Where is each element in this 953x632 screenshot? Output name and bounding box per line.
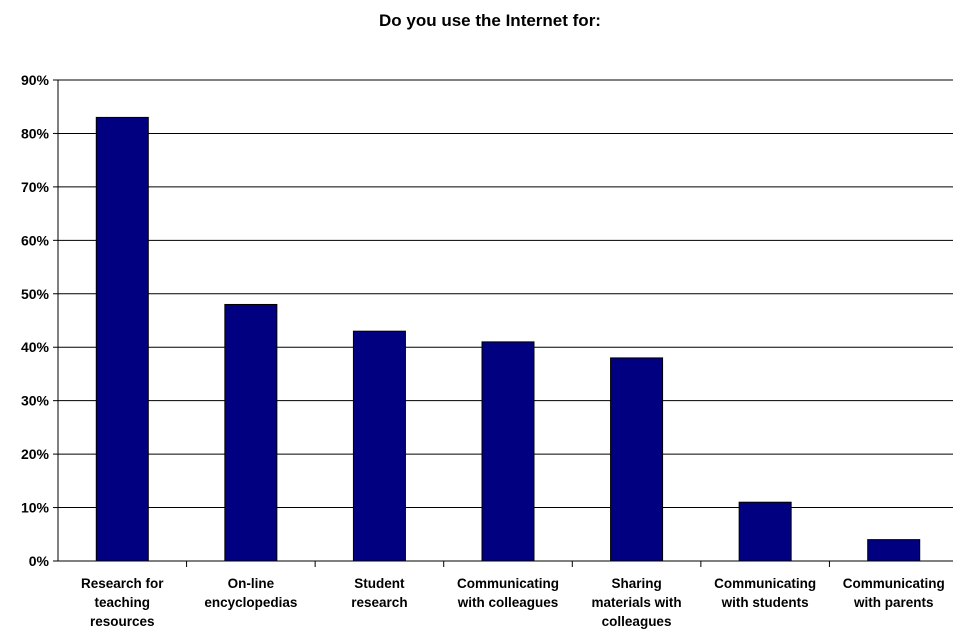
y-tick-label: 30% [21,393,50,409]
x-tick-label-line: resources [90,614,155,629]
y-tick-labels: 0% 10% 20% 30% 40% 50% 60% 70% 80% 90% [21,72,50,569]
x-tick-label-line: Communicating [714,576,816,591]
x-tick-label: Student research [351,576,407,610]
x-tick-label-line: On-line [228,576,275,591]
chart-title: Do you use the Internet for: [379,11,601,30]
x-tick-label-line: research [351,595,407,610]
bar [352,330,406,562]
y-tick-label: 70% [21,179,50,195]
y-tick-label: 50% [21,286,50,302]
bar [481,341,535,562]
bar [738,501,792,562]
y-tick-label: 20% [21,446,50,462]
x-tick-label: Communicating with colleagues [457,576,559,610]
x-tick-label-line: Sharing [611,576,661,591]
x-tick-label: Research for teaching resources [81,576,164,629]
x-tick-label: Sharing materials with colleagues [592,576,682,629]
gridlines [58,79,953,509]
y-tick-label: 80% [21,125,50,141]
x-tick-label-line: encyclopedias [204,595,297,610]
bar [95,116,149,562]
bar [610,357,664,562]
y-tick-label: 40% [21,339,50,355]
x-tick-label-line: Communicating [457,576,559,591]
x-tick-label-line: Research for [81,576,164,591]
x-tick-label-line: teaching [95,595,151,610]
x-tick-label-line: with parents [853,595,934,610]
bar [867,539,921,562]
x-tick-labels: Research for teaching resources On-line ency… [81,576,945,629]
y-tick-label: 10% [21,500,50,516]
x-tick-label-line: materials with [592,595,682,610]
x-tick-label-line: with students [721,595,809,610]
axes [53,79,953,567]
x-tick-label: On-line encyclopedias [204,576,297,610]
x-tick-label: Communicating with parents [843,576,945,610]
y-tick-label: 60% [21,232,50,248]
y-tick-label: 0% [29,553,50,569]
x-tick-label-line: colleagues [602,614,672,629]
bar [224,303,278,562]
x-tick-label-line: Student [354,576,405,591]
y-tick-label: 90% [21,72,50,88]
bars [95,116,921,562]
x-tick-label: Communicating with students [714,576,816,610]
x-tick-label-line: with colleagues [457,595,559,610]
x-tick-label-line: Communicating [843,576,945,591]
